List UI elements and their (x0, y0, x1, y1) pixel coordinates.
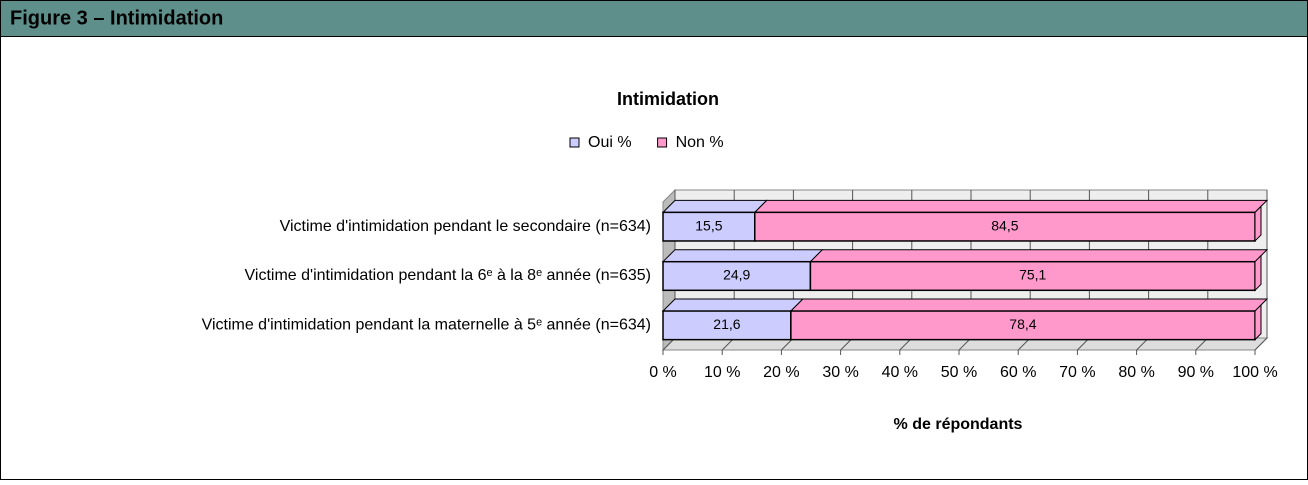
bar (662, 211, 756, 242)
x-tick-label: 100 % (1232, 364, 1277, 381)
bar-side (1254, 303, 1262, 341)
bar-top (809, 249, 1269, 263)
value-label: 24,9 (723, 267, 750, 283)
category-label: Victime d'intimidation pendant la 6ᵉ à l… (245, 267, 651, 284)
x-tick-label: 0 % (649, 364, 677, 381)
value-label: 78,4 (1009, 316, 1036, 332)
x-tick-label: 50 % (941, 364, 977, 381)
floor-grid-line (1254, 337, 1268, 351)
bar (809, 260, 1256, 292)
x-tick-label: 30 % (822, 364, 858, 381)
value-label: 21,6 (713, 316, 740, 332)
bar-top (789, 298, 1269, 312)
value-label: 75,1 (1019, 267, 1046, 283)
bar (662, 310, 792, 341)
x-tick-label: 80 % (1118, 364, 1154, 381)
legend-swatch (569, 137, 580, 148)
bar-side (1254, 205, 1262, 243)
header-bar (0, 0, 1308, 37)
x-tick-label: 40 % (882, 364, 918, 381)
category-label: Victime d'intimidation pendant le second… (280, 218, 651, 235)
header-title: Figure 3 – Intimidation (10, 7, 223, 29)
chart-title: Intimidation (617, 89, 719, 109)
value-label: 84,5 (991, 217, 1018, 233)
bar (790, 310, 1256, 341)
bar-top (661, 249, 824, 263)
bar (662, 260, 812, 292)
value-label: 15,5 (695, 217, 722, 233)
bar-side (1254, 254, 1262, 292)
legend-swatch (657, 137, 668, 148)
x-tick-label: 20 % (763, 364, 799, 381)
bar-top (661, 298, 805, 312)
x-tick-label: 70 % (1059, 364, 1095, 381)
bar-top (753, 199, 1269, 213)
legend-label: Non % (676, 134, 724, 151)
x-tick-label: 10 % (704, 364, 740, 381)
bar-top (661, 199, 768, 213)
legend-label: Oui % (588, 134, 632, 151)
x-axis-label: % de répondants (894, 416, 1023, 433)
x-tick-label: 60 % (1000, 364, 1036, 381)
x-tick-label: 90 % (1178, 364, 1214, 381)
category-label: Victime d'intimidation pendant la matern… (202, 317, 651, 334)
